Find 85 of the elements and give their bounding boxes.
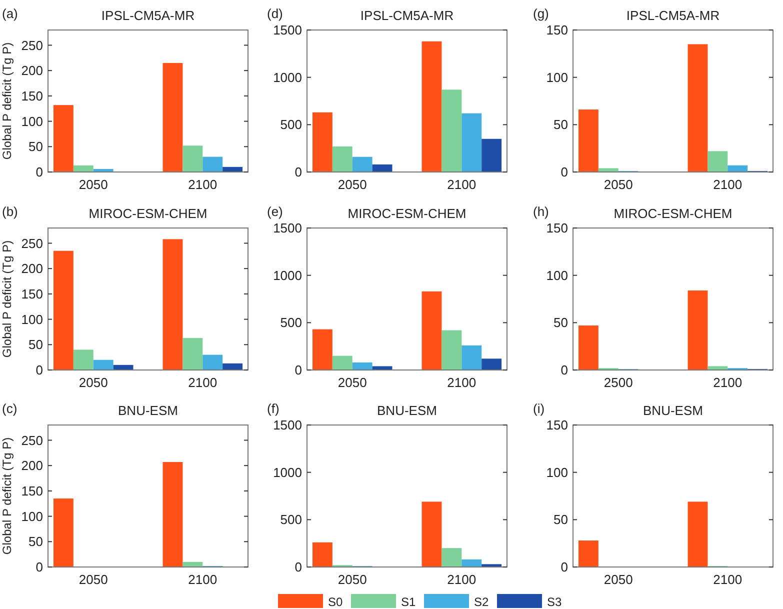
x-tick-label: 2050 xyxy=(338,177,367,192)
chart-title: IPSL-CM5A-MR xyxy=(101,8,195,23)
y-tick-label: 1000 xyxy=(273,70,302,85)
y-tick-label: 0 xyxy=(560,560,568,575)
x-tick-label: 2500 xyxy=(604,375,633,390)
y-tick-label: 0 xyxy=(294,164,302,180)
y-tick-label: 150 xyxy=(21,88,43,104)
y-tick-label: 50 xyxy=(28,337,43,352)
x-tick-label: 2100 xyxy=(188,177,218,192)
text: (g) xyxy=(533,6,549,21)
y-tick-label: 0 xyxy=(560,164,568,180)
x-tick-label: 2100 xyxy=(447,572,476,587)
y-tick-label: 150 xyxy=(546,220,568,236)
y-tick-label: 250 xyxy=(21,38,43,53)
legend-label: S1 xyxy=(401,595,416,609)
y-tick-label: 500 xyxy=(280,512,302,528)
y-tick-label: 200 xyxy=(21,458,43,474)
text: (d) xyxy=(267,6,283,21)
text: (a) xyxy=(2,6,18,21)
text: (h) xyxy=(533,204,549,219)
y-tick-label: 150 xyxy=(21,286,43,302)
text: (c) xyxy=(2,401,18,416)
x-tick-label: 2100 xyxy=(713,177,742,192)
y-tick-label: 200 xyxy=(21,63,43,78)
y-tick-label: 50 xyxy=(554,117,568,132)
y-tick-label: 100 xyxy=(21,114,43,129)
legend-label: S0 xyxy=(328,595,344,609)
x-tick-label: 2050 xyxy=(604,177,633,192)
chart-title: IPSL-CM5A-MR xyxy=(626,8,720,23)
text: (f) xyxy=(267,401,280,416)
x-tick-label: 2100 xyxy=(447,177,476,192)
y-tick-label: 50 xyxy=(554,315,568,330)
chart-title: MIROC-ESM-CHEM xyxy=(88,206,208,221)
chart-title: MIROC-ESM-CHEM xyxy=(614,206,732,221)
y-tick-label: 500 xyxy=(280,315,302,330)
y-tick-label: 0 xyxy=(36,362,43,378)
y-tick-label: 100 xyxy=(21,508,43,524)
y-axis-title: Global P deficit (Tg P) xyxy=(0,437,14,555)
y-tick-label: 150 xyxy=(546,22,568,38)
chart-title: MIROC-ESM-CHEM xyxy=(348,206,466,221)
chart-title: BNU-ESM xyxy=(643,403,703,418)
y-tick-label: 1500 xyxy=(273,220,302,236)
x-tick-label: 2100 xyxy=(713,572,742,587)
y-tick-label: 1000 xyxy=(273,268,302,283)
legend-label: S3 xyxy=(547,595,562,609)
y-tick-label: 50 xyxy=(28,534,43,550)
y-tick-label: 100 xyxy=(546,268,568,283)
y-tick-label: 250 xyxy=(21,432,43,448)
x-tick-label: 2100 xyxy=(713,375,742,390)
y-tick-label: 150 xyxy=(21,483,43,498)
y-tick-label: 0 xyxy=(560,362,568,378)
y-tick-label: 0 xyxy=(36,164,43,180)
chart-title: BNU-ESM xyxy=(118,403,178,418)
y-axis-title: Global P deficit (Tg P) xyxy=(0,240,14,358)
y-tick-label: 1500 xyxy=(273,22,302,38)
y-tick-label: 1000 xyxy=(273,464,302,480)
y-tick-label: 0 xyxy=(294,362,302,378)
y-tick-label: 500 xyxy=(280,117,302,132)
y-tick-label: 0 xyxy=(36,560,43,575)
legend-label: S2 xyxy=(474,595,490,609)
text: (e) xyxy=(267,204,283,219)
y-tick-label: 0 xyxy=(294,560,302,575)
chart-title: BNU-ESM xyxy=(377,403,437,418)
text: (i) xyxy=(533,401,545,416)
x-tick-label: 2100 xyxy=(188,375,218,390)
y-tick-label: 250 xyxy=(21,236,43,251)
y-tick-label: 100 xyxy=(546,464,568,480)
y-tick-label: 50 xyxy=(28,139,43,154)
y-tick-label: 100 xyxy=(21,312,43,327)
y-tick-label: 100 xyxy=(546,70,568,85)
x-tick-label: 2050 xyxy=(604,572,633,587)
x-tick-label: 2050 xyxy=(78,375,108,390)
x-tick-label: 2050 xyxy=(78,572,108,587)
y-axis-title: Global P deficit (Tg P) xyxy=(0,42,14,160)
y-tick-label: 200 xyxy=(21,261,43,276)
x-tick-label: 2100 xyxy=(447,375,476,390)
x-tick-label: 2050 xyxy=(338,375,367,390)
x-tick-label: 2050 xyxy=(338,572,367,587)
x-tick-label: 2050 xyxy=(78,177,108,192)
y-tick-label: 150 xyxy=(546,418,568,433)
y-tick-label: 1500 xyxy=(273,418,302,433)
y-tick-label: 50 xyxy=(554,512,568,528)
text: (b) xyxy=(2,204,18,219)
x-tick-label: 2100 xyxy=(188,572,218,587)
chart-title: IPSL-CM5A-MR xyxy=(360,8,454,23)
